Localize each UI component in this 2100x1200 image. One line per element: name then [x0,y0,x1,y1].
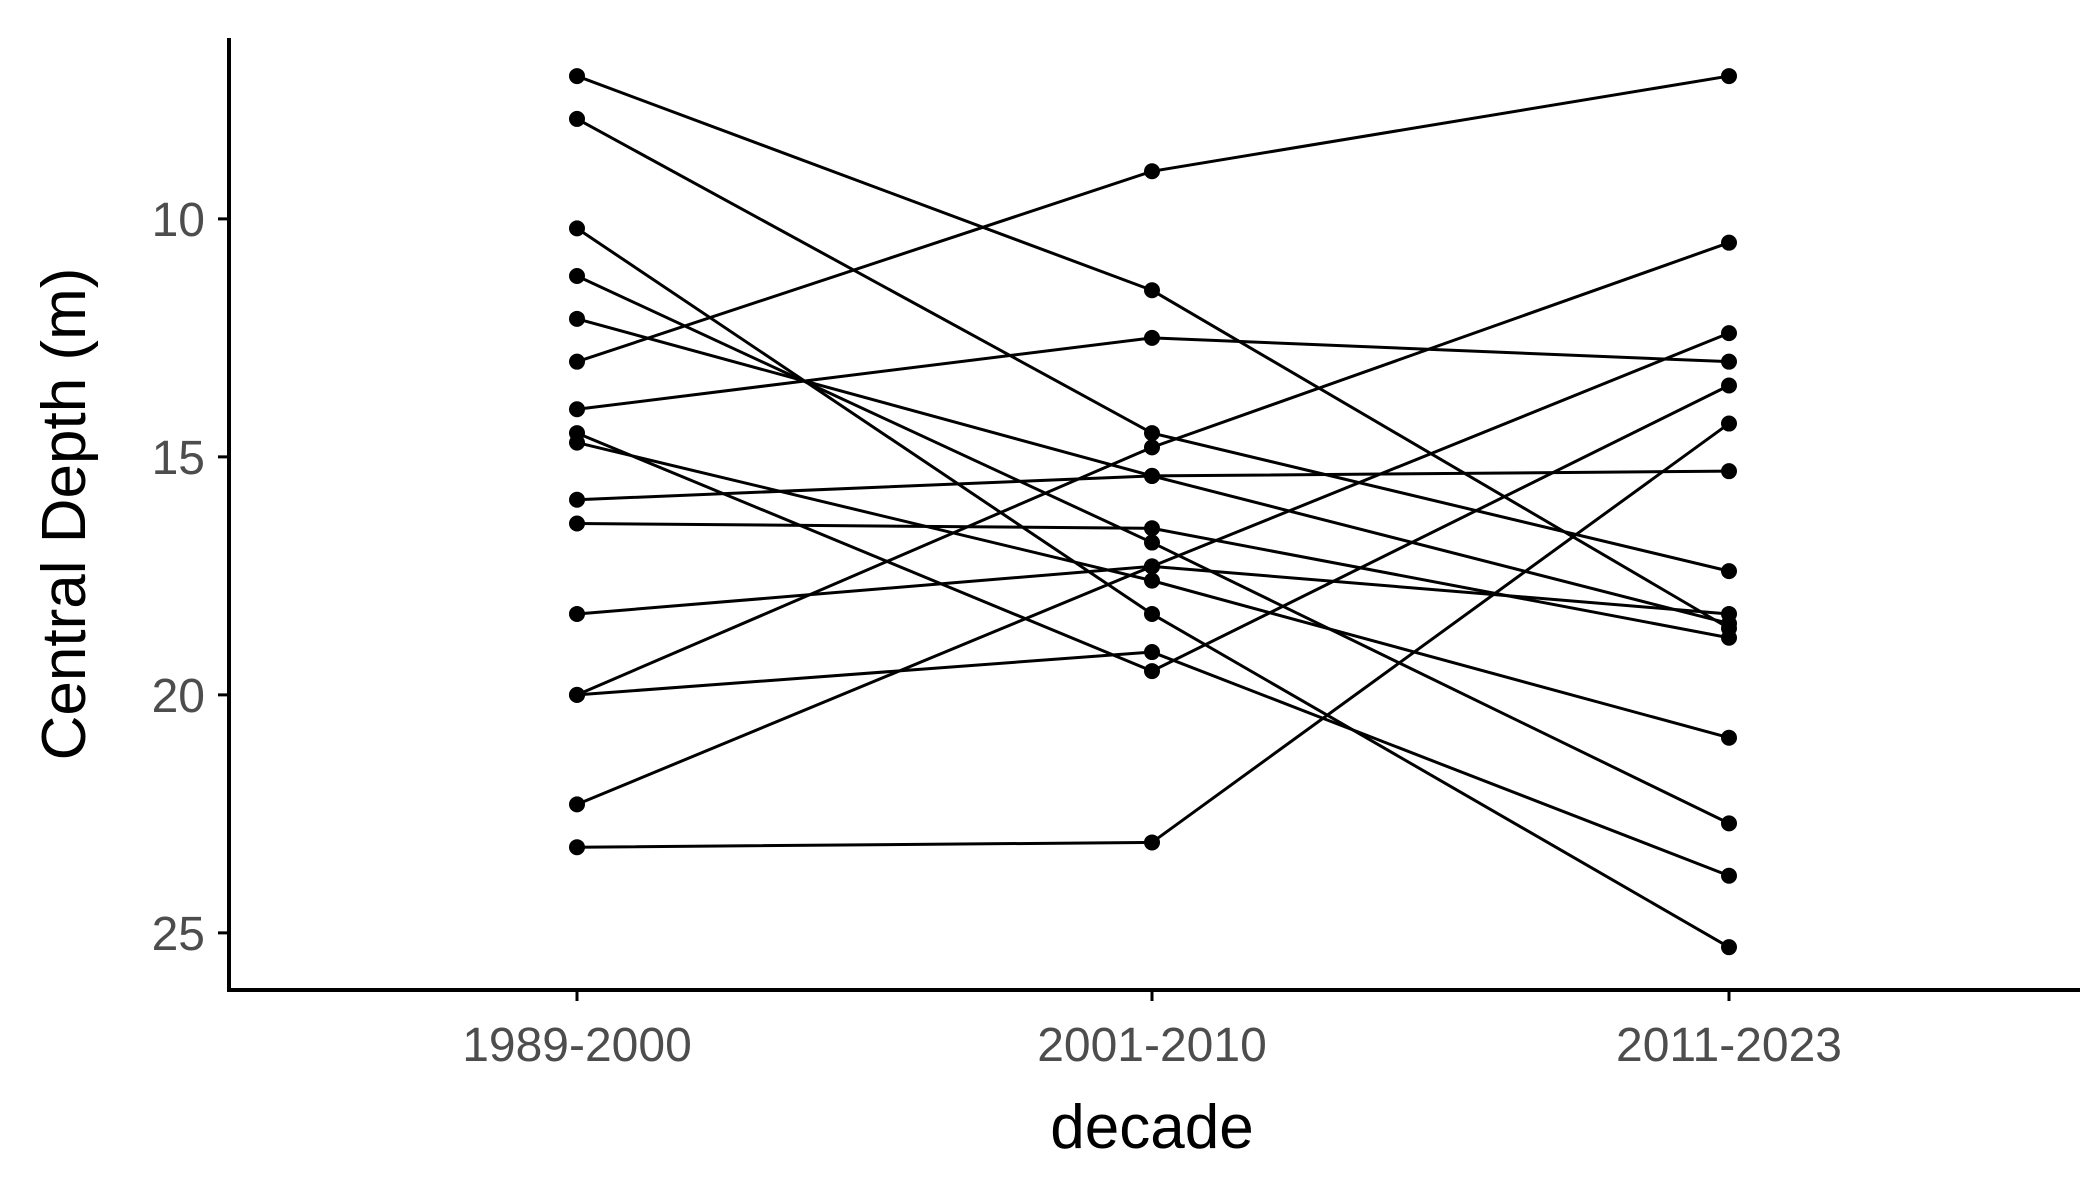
data-point-8-3 [1721,729,1737,746]
data-point-9-3 [1721,463,1737,480]
data-point-3-3 [1721,939,1737,956]
data-point-2-1 [569,110,585,127]
data-point-2-3 [1721,563,1737,580]
data-point-12-3 [1721,234,1737,251]
data-point-13-3 [1721,867,1737,884]
y-axis-title: Central Depth (m) [30,268,99,761]
data-point-4-1 [569,268,585,284]
data-point-6-2 [1144,163,1160,180]
data-point-11-3 [1721,605,1737,622]
data-point-1-1 [569,68,585,85]
data-point-14-1 [569,796,585,813]
data-point-7-1 [569,401,585,418]
data-point-14-2 [1144,558,1160,575]
data-point-15-3 [1721,415,1737,432]
data-point-5-1 [569,310,585,327]
data-point-4-2 [1144,534,1160,551]
data-point-6-1 [569,353,585,370]
series-line-8 [576,441,1730,740]
data-point-1-2 [1144,282,1160,299]
data-point-13-1 [569,686,585,703]
y-axis-ticks: 10 15 20 25 [152,194,229,961]
data-point-10-1 [569,515,585,532]
data-point-9-2 [1144,467,1160,484]
data-point-11-1 [569,605,585,622]
data-point-4-3 [1721,815,1737,832]
x-tick-label: 2011-2023 [1616,1019,1842,1072]
data-point-10-3 [1721,629,1737,646]
data-points [569,68,1737,956]
x-axis-ticks: 1989-2000 2001-2010 2011-2023 [462,990,1842,1072]
y-tick-label: 25 [152,908,205,961]
data-point-7-2 [1144,329,1160,346]
data-point-3-1 [569,220,585,237]
series-lines [576,74,1730,949]
data-point-6-3 [1721,68,1737,85]
data-point-12-2 [1144,439,1160,456]
y-tick-label: 15 [152,432,205,485]
data-point-9-1 [569,491,585,508]
y-tick-label: 20 [152,670,205,723]
data-point-8-2 [1144,572,1160,589]
x-axis-title: decade [1050,1093,1253,1162]
data-point-2-2 [1144,425,1160,442]
x-tick-label: 1989-2000 [462,1019,692,1072]
data-point-16-1 [569,425,585,442]
data-point-10-2 [1144,520,1160,537]
series-line-6 [576,74,1730,364]
series-line-7 [576,336,1730,411]
data-point-7-3 [1721,353,1737,370]
data-point-16-2 [1144,663,1160,680]
x-tick-label: 2001-2010 [1037,1019,1267,1072]
series-line-15 [576,422,1730,849]
data-point-15-2 [1144,834,1160,851]
data-point-3-2 [1144,605,1160,622]
data-point-16-3 [1721,377,1737,394]
data-point-13-2 [1144,644,1160,661]
data-point-14-3 [1721,325,1737,342]
y-tick-label: 10 [152,194,205,247]
data-point-15-1 [569,839,585,856]
